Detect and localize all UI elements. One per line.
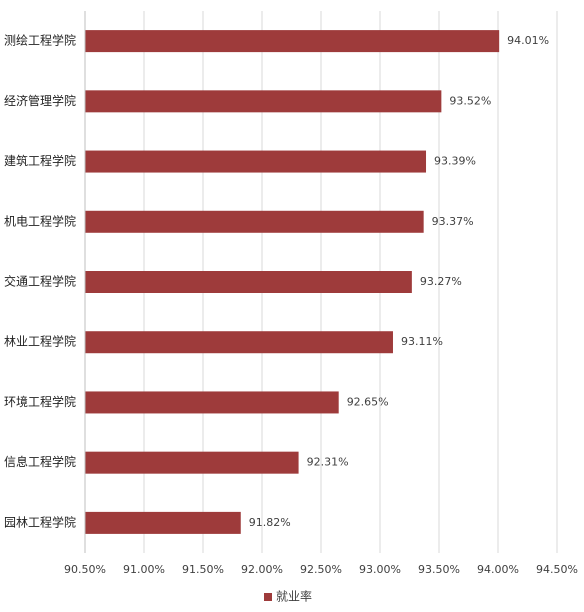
bar [85, 511, 241, 534]
data-label: 93.11% [401, 335, 443, 348]
x-tick-label: 94.50% [536, 563, 578, 576]
bar [85, 210, 424, 233]
data-label: 94.01% [507, 34, 549, 47]
y-tick-label: 经济管理学院 [4, 93, 76, 108]
y-tick-label: 建筑工程学院 [4, 153, 76, 168]
x-tick-label: 92.00% [241, 563, 283, 576]
legend-label: 就业率 [276, 589, 312, 604]
y-tick-label: 园林工程学院 [4, 514, 76, 529]
x-tick-label: 93.00% [359, 563, 401, 576]
y-tick-label: 环境工程学院 [4, 394, 76, 409]
x-tick-label: 91.50% [182, 563, 224, 576]
y-tick-label: 林业工程学院 [4, 334, 76, 349]
data-label: 92.31% [307, 456, 349, 469]
data-label: 91.82% [249, 516, 291, 529]
y-tick-label: 机电工程学院 [4, 213, 76, 228]
data-label: 93.39% [434, 155, 476, 168]
bar [85, 391, 339, 414]
x-tick-label: 91.00% [123, 563, 165, 576]
x-tick-label: 92.50% [300, 563, 342, 576]
x-tick-label: 94.00% [477, 563, 519, 576]
legend-swatch [264, 593, 272, 601]
bar [85, 451, 299, 474]
x-tick-label: 93.50% [418, 563, 460, 576]
bar [85, 30, 500, 53]
y-tick-label: 测绘工程学院 [4, 33, 76, 48]
bar [85, 271, 412, 293]
x-tick-label: 90.50% [64, 563, 106, 576]
bar [85, 90, 442, 113]
y-tick-label: 交通工程学院 [4, 274, 76, 289]
data-label: 93.52% [449, 94, 491, 107]
bar [85, 331, 393, 354]
data-label: 92.65% [347, 395, 389, 408]
y-tick-label: 信息工程学院 [4, 454, 76, 469]
bar [85, 150, 427, 173]
data-label: 93.37% [432, 215, 474, 228]
data-label: 93.27% [420, 275, 462, 288]
